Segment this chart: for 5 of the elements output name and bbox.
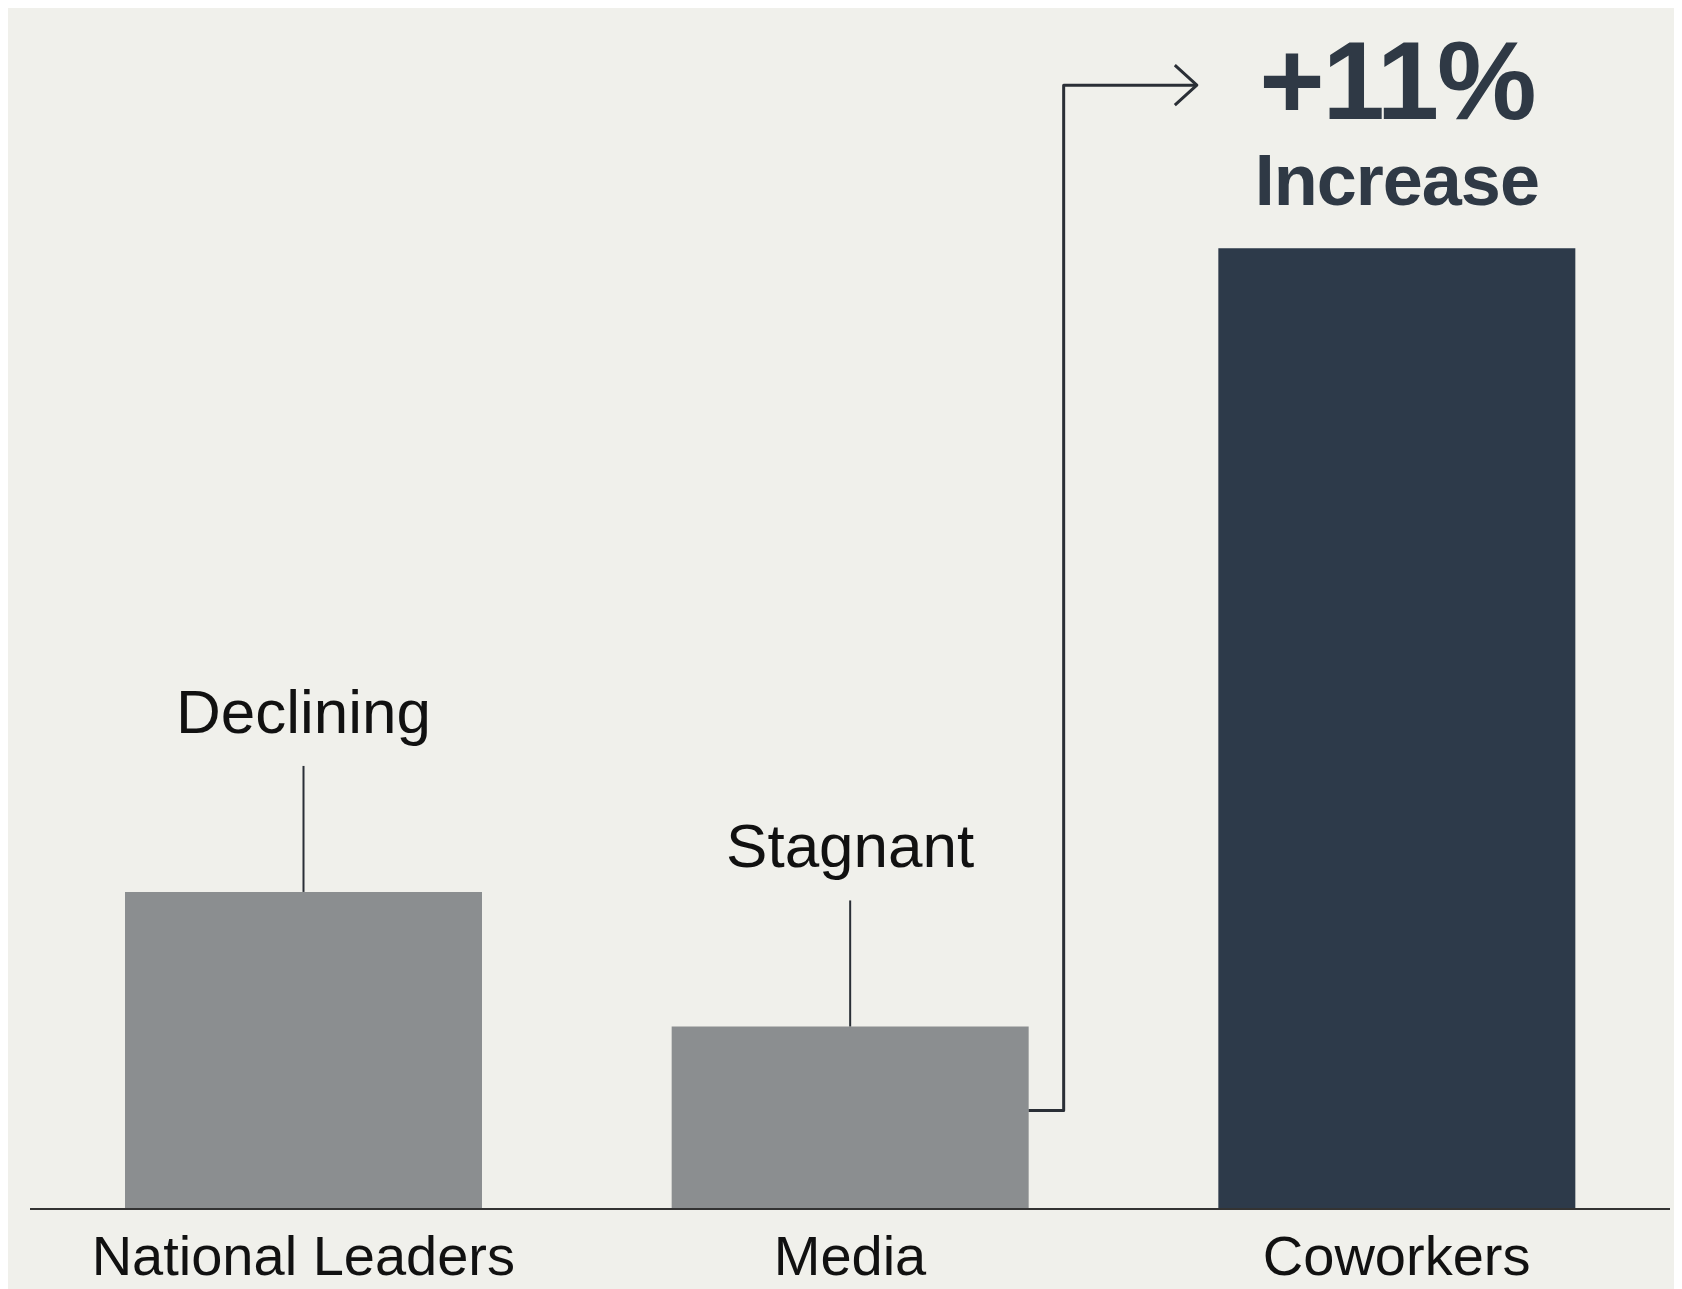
annotation: Declining bbox=[175, 676, 432, 746]
annotation: Stagnant bbox=[726, 811, 975, 881]
x-tick-label: National Leaders bbox=[91, 1223, 516, 1287]
x-tick-label: Media bbox=[773, 1223, 928, 1287]
x-tick-label: Coworkers bbox=[1262, 1223, 1531, 1287]
